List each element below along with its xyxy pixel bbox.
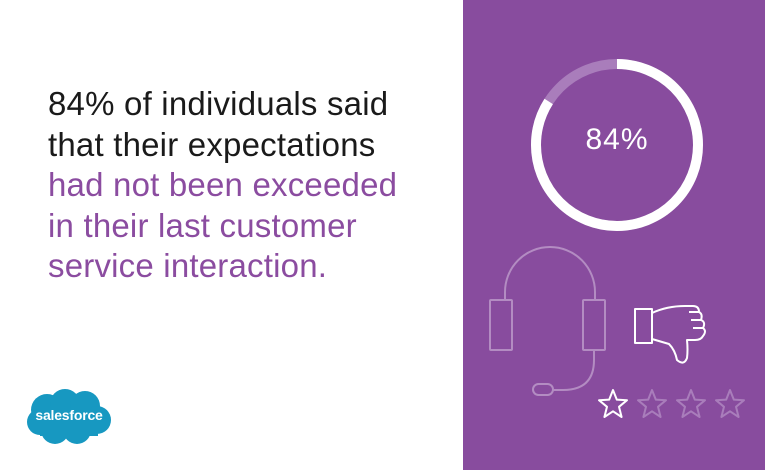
headline-line-4: in their last customer (48, 206, 357, 244)
stat-value: 84% (585, 123, 649, 156)
logo-wordmark: salesforce (35, 407, 103, 423)
text-panel: 84% of individuals said that their expec… (25, 84, 458, 448)
star-icon-inactive (715, 389, 745, 418)
salesforce-logo: salesforce (25, 386, 113, 448)
headline-line-2: that their expectations (48, 125, 376, 163)
cloud-icon (27, 389, 111, 444)
headset-icon (489, 246, 606, 396)
star-icon-inactive (637, 389, 667, 418)
headline-line-5: service interaction. (48, 247, 328, 284)
headline-line-3: had not been exceeded (48, 166, 398, 203)
star-icon-active (598, 389, 628, 418)
stat-panel: 84% (463, 0, 765, 470)
headline-line-1: 84% of individuals said (48, 85, 389, 122)
headline: 84% of individuals said that their expec… (48, 84, 458, 287)
progress-ring (531, 59, 703, 231)
star-rating (597, 388, 746, 420)
thumbs-down-icon (634, 305, 706, 364)
star-icon-inactive (676, 389, 706, 418)
